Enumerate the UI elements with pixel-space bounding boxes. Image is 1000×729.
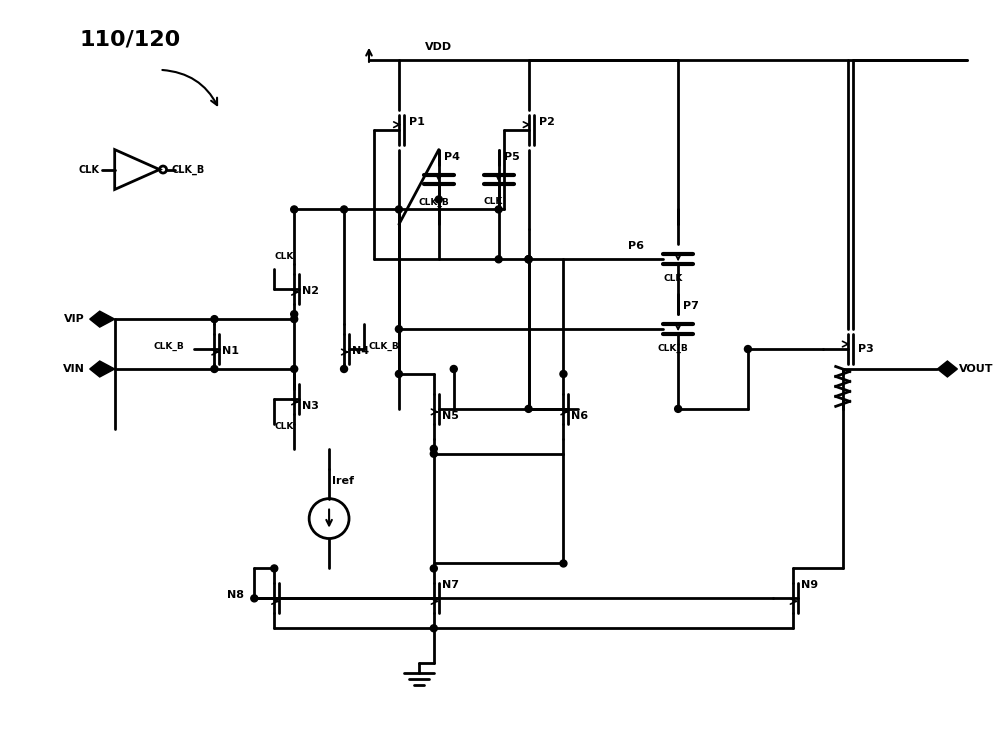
Text: CLK: CLK: [79, 165, 100, 174]
Text: CLK: CLK: [484, 198, 503, 206]
Circle shape: [430, 451, 437, 457]
Circle shape: [291, 316, 298, 323]
Text: P2: P2: [539, 117, 554, 127]
Circle shape: [430, 445, 437, 452]
Circle shape: [525, 256, 532, 262]
Text: CLK: CLK: [275, 422, 294, 431]
Text: N1: N1: [222, 346, 239, 356]
Text: N2: N2: [302, 286, 319, 296]
Text: CLK: CLK: [663, 274, 683, 284]
Circle shape: [525, 256, 532, 262]
Circle shape: [450, 365, 457, 373]
Text: N4: N4: [352, 346, 369, 356]
Text: CLK_B: CLK_B: [172, 165, 205, 175]
Circle shape: [211, 316, 218, 323]
Text: P3: P3: [858, 344, 873, 354]
Text: P7: P7: [683, 301, 699, 311]
Text: N7: N7: [442, 580, 459, 590]
Circle shape: [291, 206, 298, 213]
Text: 110/120: 110/120: [80, 30, 181, 50]
Circle shape: [435, 196, 442, 203]
Circle shape: [341, 365, 348, 373]
Circle shape: [341, 206, 348, 213]
Circle shape: [675, 405, 682, 413]
Text: CLK_B: CLK_B: [154, 342, 184, 351]
Circle shape: [744, 346, 751, 353]
Text: CLK: CLK: [275, 252, 294, 261]
Text: P4: P4: [444, 152, 460, 162]
Text: CLK_B: CLK_B: [369, 342, 400, 351]
Circle shape: [395, 206, 402, 213]
Text: VIN: VIN: [63, 364, 85, 374]
Polygon shape: [90, 361, 115, 377]
Circle shape: [395, 370, 402, 378]
Circle shape: [430, 625, 437, 632]
Text: CLK_B: CLK_B: [658, 344, 689, 353]
Circle shape: [525, 405, 532, 413]
Circle shape: [251, 595, 258, 602]
Text: N5: N5: [442, 411, 459, 421]
Text: N6: N6: [571, 411, 589, 421]
Circle shape: [291, 365, 298, 373]
Circle shape: [271, 565, 278, 572]
Circle shape: [211, 365, 218, 373]
Text: Iref: Iref: [332, 476, 354, 486]
Circle shape: [430, 565, 437, 572]
Polygon shape: [937, 361, 957, 377]
Circle shape: [560, 560, 567, 567]
Text: VIP: VIP: [64, 314, 85, 324]
Text: P6: P6: [628, 241, 644, 252]
Text: CLK_B: CLK_B: [418, 198, 449, 206]
Text: N9: N9: [801, 580, 818, 590]
Text: N3: N3: [302, 401, 319, 411]
Text: VDD: VDD: [425, 42, 452, 52]
Circle shape: [291, 311, 298, 318]
Circle shape: [395, 326, 402, 332]
Circle shape: [560, 370, 567, 378]
Circle shape: [525, 256, 532, 262]
Text: P5: P5: [504, 152, 519, 162]
Polygon shape: [90, 311, 115, 327]
Text: P1: P1: [409, 117, 425, 127]
Text: N8: N8: [227, 590, 244, 601]
FancyArrowPatch shape: [162, 70, 217, 105]
Circle shape: [495, 256, 502, 262]
Text: VOUT: VOUT: [959, 364, 994, 374]
Circle shape: [495, 206, 502, 213]
